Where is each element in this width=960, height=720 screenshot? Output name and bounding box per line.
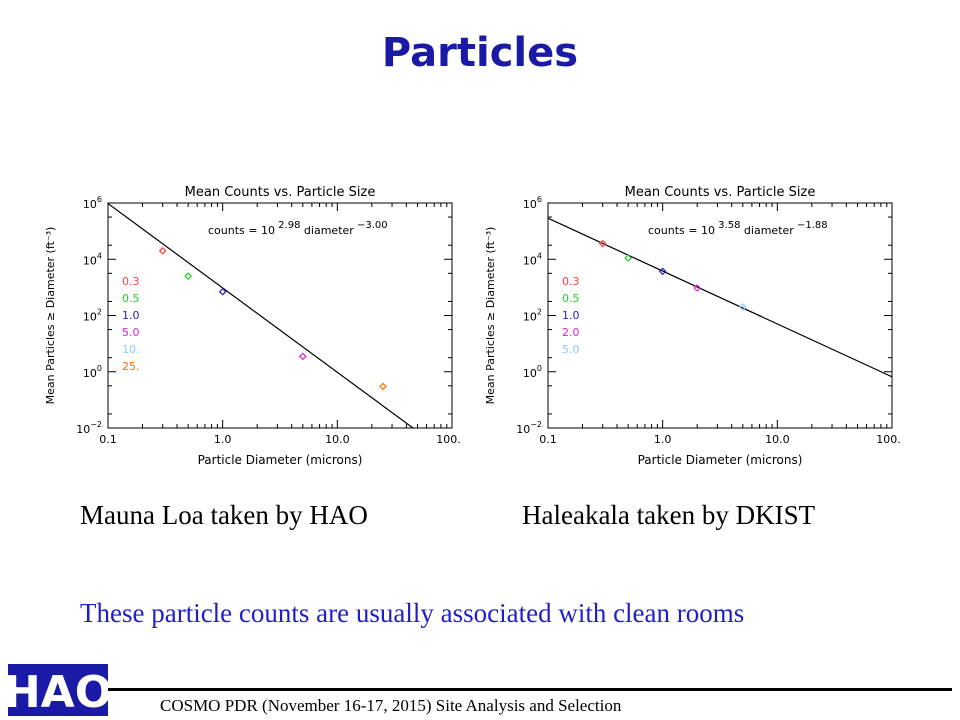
haleakala-xtick-label: 1.0 [654, 433, 672, 446]
mauna-loa-legend-item: 0.5 [122, 292, 140, 305]
haleakala-frame [547, 202, 893, 429]
slide-title: Particles [381, 30, 579, 76]
haleakala-ytick-label: 10−2 [516, 420, 542, 436]
caption-mauna-loa: Mauna Loa taken by HAO [80, 500, 368, 530]
haleakala-legend-item: 1.0 [562, 309, 580, 322]
mauna-loa-point-1_0 [218, 287, 227, 296]
haleakala-legend-item: 5.0 [562, 343, 580, 356]
mauna-loa-point-5_0 [298, 352, 307, 361]
chart-mauna-loa: Mean Counts vs. Particle Size 0.1 1.0 10.0 1… [40, 180, 460, 470]
mauna-loa-xtick-label: 0.1 [99, 433, 117, 446]
chart-mauna-loa-svg: Mean Counts vs. Particle Size 0.1 1.0 10.0 1… [44, 185, 460, 467]
mauna-loa-legend-item: 1.0 [122, 309, 140, 322]
haleakala-xtick-label: 100.0 [876, 433, 900, 446]
haleakala-point-1_0 [658, 267, 667, 276]
mauna-loa-xtick-label: 1.0 [214, 433, 232, 446]
mauna-loa-ytick-label: 106 [83, 195, 102, 211]
haleakala-ytick-label: 102 [523, 308, 542, 324]
mauna-loa-title: Mean Counts vs. Particle Size [185, 185, 376, 200]
haleakala-xtick-label: 10.0 [765, 433, 790, 446]
haleakala-ylabel: Mean Particles ≥ Diameter (ft⁻³) [484, 227, 497, 405]
mauna-loa-ylabel: Mean Particles ≥ Diameter (ft⁻³) [44, 227, 57, 405]
footer-text: COSMO PDR (November 16-17, 2015) Site An… [160, 696, 622, 715]
mauna-loa-ytick-label: 102 [83, 308, 102, 324]
haleakala-point-0_5 [624, 254, 632, 262]
chart-haleakala-svg: Mean Counts vs. Particle Size 0.1 1.0 10.0 1… [484, 185, 900, 467]
haleakala-title: Mean Counts vs. Particle Size [625, 185, 816, 200]
hao-logo: HAO [8, 664, 108, 716]
mauna-loa-xlabel: Particle Diameter (microns) [198, 453, 363, 467]
mauna-loa-fit-line [108, 203, 415, 428]
haleakala-xlabel: Particle Diameter (microns) [638, 453, 803, 467]
haleakala-ytick-label: 106 [523, 195, 542, 211]
mauna-loa-ytick-label: 10−2 [76, 420, 102, 436]
mauna-loa-xtick-label: 100.0 [436, 433, 460, 446]
haleakala-point-2_0 [693, 284, 702, 292]
mauna-loa-frame [107, 202, 453, 429]
hao-logo-text: HAO [8, 667, 108, 716]
mauna-loa-xtick-label: 10.0 [325, 433, 350, 446]
mauna-loa-ytick-label: 100 [83, 364, 102, 380]
mauna-loa-fit-label: counts = 10 2.98 diameter −3.00 [208, 220, 388, 237]
haleakala-point-5_0 [738, 303, 747, 311]
mauna-loa-point-0_5 [184, 272, 192, 281]
haleakala-point-0_3 [598, 239, 607, 248]
clean-room-note: These particle counts are usually associ… [80, 598, 745, 628]
haleakala-ytick-label: 104 [523, 251, 542, 267]
haleakala-legend-item: 0.5 [562, 292, 580, 305]
mauna-loa-legend-item: 25. [122, 360, 140, 373]
haleakala-legend-item: 2.0 [562, 326, 580, 339]
mauna-loa-point-25_ [379, 382, 387, 391]
footer-divider [108, 688, 952, 691]
chart-haleakala: Mean Counts vs. Particle Size 0.1 1.0 10.0 1… [480, 180, 900, 470]
mauna-loa-legend-item: 5.0 [122, 326, 140, 339]
haleakala-fit-label: counts = 10 3.58 diameter −1.88 [648, 220, 828, 237]
mauna-loa-ytick-label: 104 [83, 251, 102, 267]
haleakala-legend-item: 0.3 [562, 275, 580, 288]
haleakala-ytick-label: 100 [523, 364, 542, 380]
mauna-loa-legend-item: 0.3 [122, 275, 140, 288]
mauna-loa-point-0_3 [158, 246, 167, 255]
mauna-loa-legend-item: 10. [122, 343, 140, 356]
caption-haleakala: Haleakala taken by DKIST [522, 500, 816, 530]
haleakala-fit-line [548, 217, 892, 378]
haleakala-xtick-label: 0.1 [539, 433, 557, 446]
